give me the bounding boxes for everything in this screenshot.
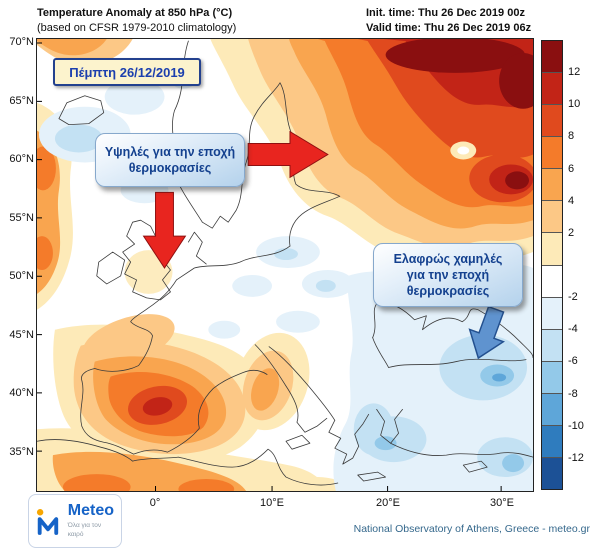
- colorbar-labels: 12 10 8 6 4 2 -2 -4 -6 -8 -10 -12: [568, 40, 598, 490]
- lon-tick-label: 0°: [149, 497, 161, 509]
- run-time-block: Init. time: Thu 26 Dec 2019 00z Valid ti…: [366, 6, 531, 36]
- colorbar-label: 2: [568, 226, 575, 239]
- colorbar-segment: [542, 457, 562, 490]
- annotation-high-line: Υψηλές για την εποχή: [104, 144, 236, 159]
- colorbar-label: -6: [568, 355, 578, 368]
- colorbar-label: 6: [568, 162, 575, 175]
- colorbar-segment: [542, 232, 562, 265]
- anomaly-map: [37, 39, 533, 491]
- annotation-low-line: Ελαφρώς χαμηλές: [393, 251, 503, 266]
- logo-tagline: Όλα για τον καιρό: [67, 522, 102, 538]
- colorbar-segment: [542, 168, 562, 201]
- colorbar-label: 12: [568, 66, 581, 79]
- lat-tick-label: 35°N: [9, 446, 34, 458]
- annotation-low-temps: Ελαφρώς χαμηλές για την εποχή θερμοκρασί…: [373, 243, 523, 307]
- colorbar-segment: [542, 41, 562, 73]
- lat-tick-label: 55°N: [9, 212, 34, 224]
- map-title: Temperature Anomaly at 850 hPa (°C): [37, 7, 233, 19]
- colorbar-segment: [542, 104, 562, 137]
- colorbar-label: -4: [568, 323, 578, 336]
- colorbar-label: -2: [568, 291, 578, 304]
- annotation-low-line: θερμοκρασίες: [406, 284, 490, 299]
- lat-tick-label: 65°N: [9, 95, 34, 107]
- lon-tick-label: 30°E: [490, 497, 514, 509]
- logo-wordmark: Meteo: [67, 502, 114, 520]
- annotation-high-temps: Υψηλές για την εποχή θερμοκρασίες: [95, 133, 245, 187]
- colorbar-segment: [542, 136, 562, 169]
- colorbar-segment: [542, 328, 562, 361]
- annotation-low-line: για την εποχή: [406, 267, 490, 282]
- colorbar-segment: [542, 72, 562, 105]
- lat-tick-label: 50°N: [9, 270, 34, 282]
- meteo-m-icon: [36, 509, 59, 535]
- annotation-high-line: θερμοκρασίες: [128, 161, 212, 175]
- colorbar-segment: [542, 424, 562, 458]
- map-subtitle: (based on CFSR 1979-2010 climatology): [37, 21, 237, 34]
- valid-time: Valid time: Thu 26 Dec 2019 06z: [366, 21, 532, 34]
- colorbar-label: -12: [568, 451, 584, 464]
- attribution-text: National Observatory of Athens, Greece -…: [353, 523, 590, 535]
- meteo-logo: Meteo Όλα για τον καιρό: [28, 494, 122, 548]
- map-plot-area: Πέμπτη 26/12/2019 Υψηλές για την εποχή θ…: [36, 38, 534, 492]
- colorbar-label: -10: [568, 419, 584, 432]
- colorbar-segment: [542, 200, 562, 233]
- colorbar-label: 10: [568, 98, 581, 111]
- axis-ticks: [37, 42, 502, 491]
- map-title-block: Temperature Anomaly at 850 hPa (°C) (bas…: [37, 6, 236, 36]
- colorbar-segment: [542, 392, 562, 425]
- colorbar-label: 8: [568, 130, 575, 143]
- date-badge: Πέμπτη 26/12/2019: [53, 58, 201, 86]
- colorbar-segment: [542, 296, 562, 329]
- lat-tick-label: 70°N: [9, 36, 34, 48]
- colorbar-segment: [542, 264, 562, 297]
- logo-text-block: Meteo Όλα για τον καιρό: [68, 503, 114, 539]
- colorbar-label: 4: [568, 194, 575, 207]
- lon-tick-label: 20°E: [376, 497, 400, 509]
- lat-tick-label: 60°N: [9, 153, 34, 165]
- lat-tick-label: 40°N: [9, 387, 34, 399]
- lon-tick-label: 10°E: [260, 497, 284, 509]
- lat-tick-label: 45°N: [9, 329, 34, 341]
- colorbar-segment: [542, 360, 562, 393]
- colorbar: [541, 40, 563, 490]
- init-time: Init. time: Thu 26 Dec 2019 00z: [366, 7, 525, 19]
- colorbar-label: -8: [568, 387, 578, 400]
